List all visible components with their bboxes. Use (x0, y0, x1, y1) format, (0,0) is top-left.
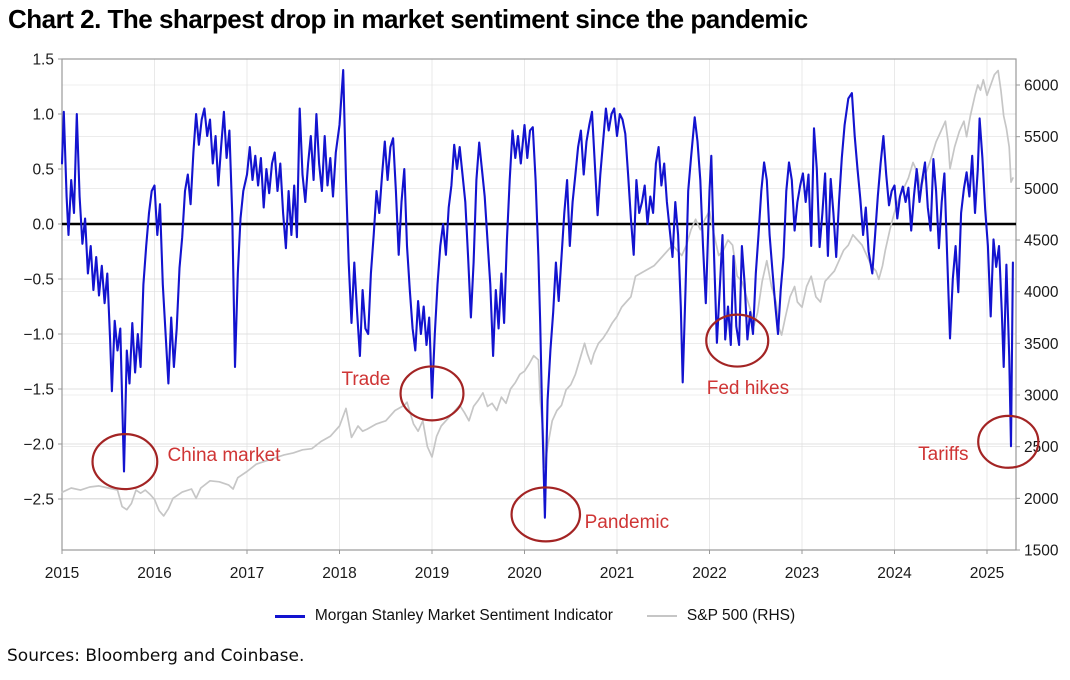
left-axis-tick-label: 0.5 (32, 162, 54, 179)
legend-item-sentiment: Morgan Stanley Market Sentiment Indicato… (274, 607, 613, 625)
annotation-ellipse (510, 486, 582, 543)
annotation-label: China market (167, 445, 281, 466)
x-axis-tick-label: 2023 (785, 565, 819, 582)
annotation-ellipse (705, 313, 770, 368)
sources-note: Sources: Bloomberg and Coinbase. (7, 646, 305, 666)
right-axis-tick-label: 2000 (1024, 491, 1059, 508)
annotation-ellipse (399, 365, 465, 422)
annotation-label: Trade (341, 369, 390, 390)
right-axis-tick-label: 5500 (1024, 129, 1059, 146)
sentiment-line (60, 68, 1014, 519)
annotation-label: Pandemic (585, 512, 670, 533)
x-axis-tick-label: 2022 (692, 565, 726, 582)
x-axis-tick-label: 2024 (877, 565, 912, 582)
x-axis-tick-label: 2018 (322, 565, 356, 582)
chart-legend: Morgan Stanley Market Sentiment Indicato… (0, 604, 1070, 628)
page-title: Chart 2. The sharpest drop in market sen… (8, 4, 808, 34)
sp500-line-swatch-icon (646, 615, 677, 617)
left-axis-tick-label: −1.5 (23, 382, 54, 399)
legend-sentiment-label: Morgan Stanley Market Sentiment Indicato… (314, 607, 613, 624)
left-axis-tick-label: 0.0 (32, 217, 54, 234)
legend-sp500-label: S&P 500 (RHS) (686, 607, 796, 624)
left-axis-tick-label: 1.0 (32, 107, 54, 124)
annotation-ellipse (977, 414, 1040, 469)
right-axis-tick-label: 4500 (1024, 233, 1059, 250)
left-axis-tick-label: −2.5 (23, 492, 54, 509)
x-axis-tick-label: 2015 (45, 565, 79, 582)
x-axis-tick-label: 2020 (507, 565, 542, 582)
x-axis-tick-label: 2025 (970, 565, 1004, 582)
right-axis-tick-label: 2500 (1024, 439, 1059, 456)
annotation-ellipse (91, 433, 159, 491)
right-axis-tick-label: 1500 (1024, 543, 1059, 560)
annotation-label: Tariffs (918, 444, 968, 465)
right-axis-tick-label: 3000 (1024, 388, 1059, 405)
annotation-label: Fed hikes (707, 378, 789, 399)
right-axis-tick-label: 3500 (1024, 336, 1059, 353)
x-axis-tick-label: 2017 (230, 565, 264, 582)
left-axis-tick-label: −0.5 (23, 272, 54, 289)
plot-border (61, 58, 1017, 551)
right-axis-tick-label: 6000 (1024, 78, 1059, 95)
x-axis-tick-label: 2021 (600, 565, 634, 582)
left-axis-tick-label: 1.5 (32, 52, 54, 69)
x-axis-tick-label: 2019 (415, 565, 449, 582)
right-axis-tick-label: 5000 (1024, 181, 1059, 198)
left-axis-tick-label: −1.0 (23, 327, 54, 344)
sentiment-line-swatch-icon (274, 614, 305, 618)
legend-item-sp500: S&P 500 (RHS) (646, 607, 796, 625)
x-axis-tick-label: 2016 (137, 565, 171, 582)
left-axis-tick-label: −2.0 (23, 437, 54, 454)
right-axis-tick-label: 4000 (1024, 284, 1059, 301)
